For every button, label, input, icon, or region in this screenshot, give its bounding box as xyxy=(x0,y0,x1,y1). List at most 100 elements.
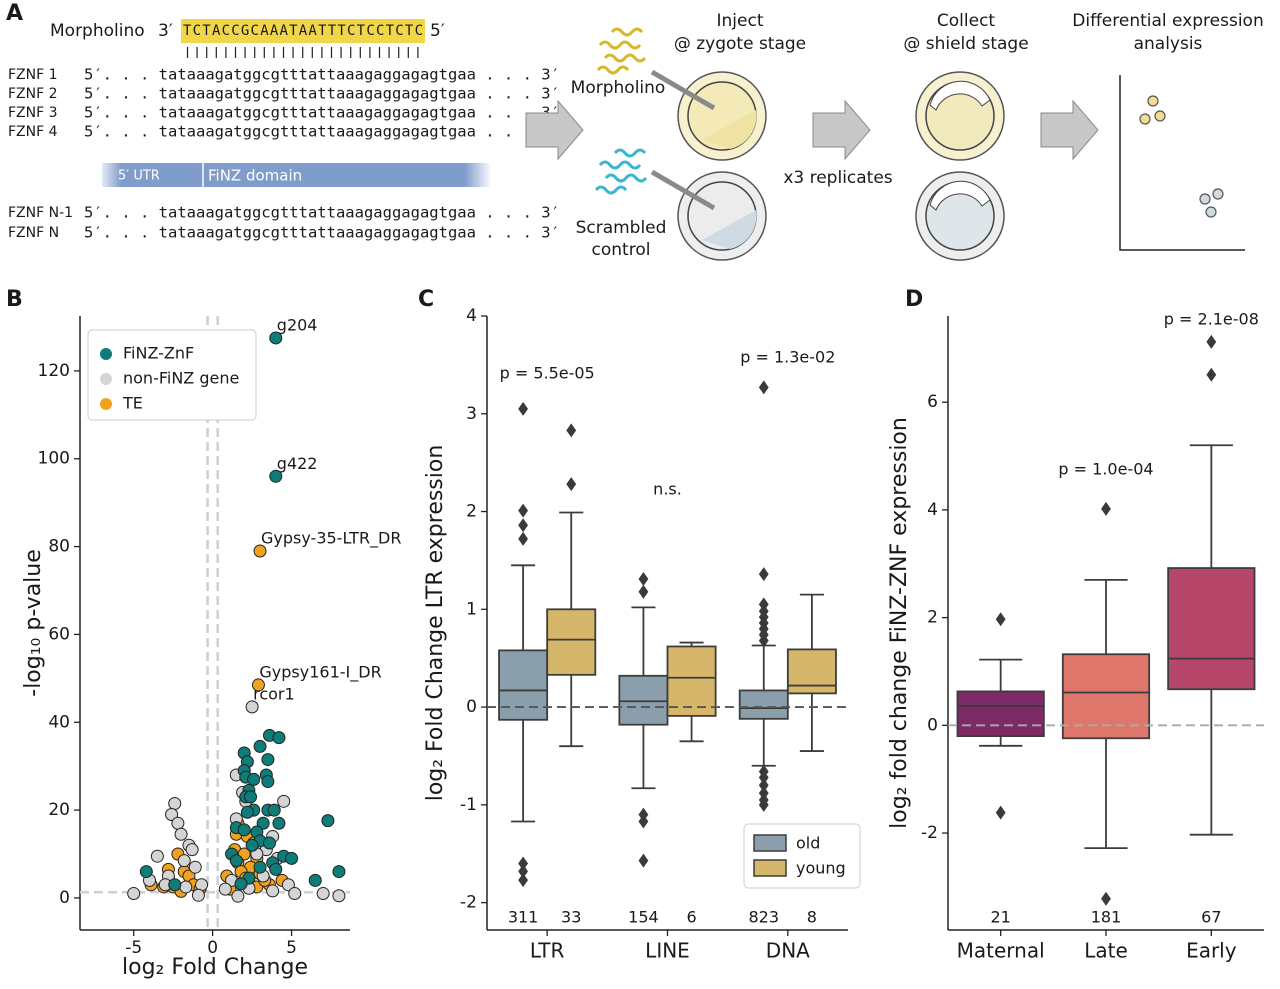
outlier xyxy=(518,503,528,518)
x-tick-label: Early xyxy=(1186,939,1237,963)
y-tick-label: -1 xyxy=(460,795,477,815)
y-tick-label: 6 xyxy=(927,392,938,412)
outlier xyxy=(518,401,528,416)
outlier xyxy=(638,853,649,868)
box xyxy=(498,649,549,721)
data-point xyxy=(185,843,199,857)
legend-swatch xyxy=(753,834,787,852)
box-plot xyxy=(1167,334,1256,836)
data-point xyxy=(266,884,280,898)
data-point xyxy=(168,878,182,892)
data-point xyxy=(245,838,259,852)
legend-swatch xyxy=(753,859,787,877)
y-axis-label: -log₁₀ p-value xyxy=(21,549,46,697)
outlier xyxy=(758,770,769,785)
y-tick-label: 20 xyxy=(48,800,70,820)
count-label: 6 xyxy=(686,908,696,927)
data-point xyxy=(218,882,232,896)
gene-sequence: 5′. . . tataaagatggcgtttattaaagaggagagtg… xyxy=(84,85,560,103)
point-label: rcor1 xyxy=(253,684,295,703)
mini-points xyxy=(1139,95,1224,218)
morpholino-name: Morpholino xyxy=(50,21,145,41)
sequence-highlight xyxy=(181,19,425,43)
x-tick-label: 5 xyxy=(286,938,297,958)
data-point xyxy=(269,331,283,345)
y-tick-label: 3 xyxy=(466,404,477,424)
panel-label: B xyxy=(6,287,23,312)
step-label: @ zygote stage xyxy=(674,34,806,54)
data-point xyxy=(245,700,259,714)
data-point xyxy=(321,814,335,828)
legend-label: young xyxy=(796,859,846,878)
legend-label: TE xyxy=(122,394,143,413)
y-tick-label: -2 xyxy=(460,893,477,913)
cell-mass xyxy=(702,210,757,249)
step-label: Differential expression xyxy=(1072,11,1263,31)
gene-domain-bar xyxy=(102,163,492,187)
box xyxy=(618,674,669,726)
oligo xyxy=(603,53,647,63)
replicates-label: x3 replicates xyxy=(783,168,892,188)
morpholino-sequence: TCTACCGCAAATAATTTCTCCTCTC xyxy=(183,23,423,39)
needle xyxy=(650,69,716,111)
data-point xyxy=(171,816,185,830)
y-tick-label: 2 xyxy=(927,608,938,628)
box-plot xyxy=(786,593,837,752)
outlier xyxy=(1101,501,1111,516)
data-point xyxy=(256,816,270,830)
oligo xyxy=(598,160,642,170)
p-value: p = 1.3e-02 xyxy=(740,348,835,367)
outlier xyxy=(1101,891,1111,906)
p-value: n.s. xyxy=(653,480,682,499)
x-tick-label: LINE xyxy=(645,939,690,963)
sample-point xyxy=(1147,95,1159,107)
data-point xyxy=(285,851,299,865)
data-point xyxy=(332,865,346,879)
base-pair-ticks xyxy=(186,47,419,58)
gene-sequence: 5′. . . tataaagatggcgtttattaaagaggagagtg… xyxy=(84,224,560,242)
count-label: 181 xyxy=(1091,908,1122,927)
step-label: Inject xyxy=(717,11,764,31)
data-point xyxy=(231,889,245,903)
panel-label: A xyxy=(6,1,23,26)
data-point xyxy=(288,887,302,901)
x-tick-label: 0 xyxy=(207,938,218,958)
count-label: 311 xyxy=(508,908,539,927)
data-point xyxy=(188,860,202,874)
point-label: g422 xyxy=(277,454,318,473)
step-label: analysis xyxy=(1134,34,1203,54)
legend-marker xyxy=(100,373,112,385)
morpholino-oligos xyxy=(596,27,647,75)
box xyxy=(666,645,717,717)
data-point xyxy=(272,731,286,745)
x-tick-label: LTR xyxy=(530,939,565,963)
x-tick-label: DNA xyxy=(766,939,810,963)
sample-point xyxy=(1212,188,1224,200)
data-point xyxy=(269,469,283,483)
condition-label: control xyxy=(592,240,651,260)
box-plot xyxy=(738,380,789,812)
seq-end: 5′ xyxy=(430,21,445,41)
outlier xyxy=(1206,367,1217,382)
y-tick-label: 60 xyxy=(48,624,70,644)
box xyxy=(1167,567,1256,691)
box xyxy=(1061,653,1151,740)
data-point xyxy=(237,823,251,837)
mini-axes xyxy=(1119,75,1245,251)
gene-sequence: 5′. . . tataaagatggcgtttattaaagaggagagtg… xyxy=(84,204,560,222)
data-point xyxy=(253,739,267,753)
data-point xyxy=(281,878,295,892)
count-label: 67 xyxy=(1201,908,1221,927)
y-tick-label: 1 xyxy=(466,599,477,619)
outlier xyxy=(995,805,1006,820)
outlier xyxy=(758,797,769,812)
p-value: p = 5.5e-05 xyxy=(500,364,595,383)
data-point xyxy=(247,772,261,786)
data-point xyxy=(174,827,188,841)
oligo xyxy=(604,173,648,183)
x-tick-label: Maternal xyxy=(957,939,1045,963)
gene-name: FZNF N-1 xyxy=(8,205,73,221)
box-plot xyxy=(546,423,597,748)
sample-point xyxy=(1154,110,1166,122)
y-tick-label: 0 xyxy=(466,697,477,717)
